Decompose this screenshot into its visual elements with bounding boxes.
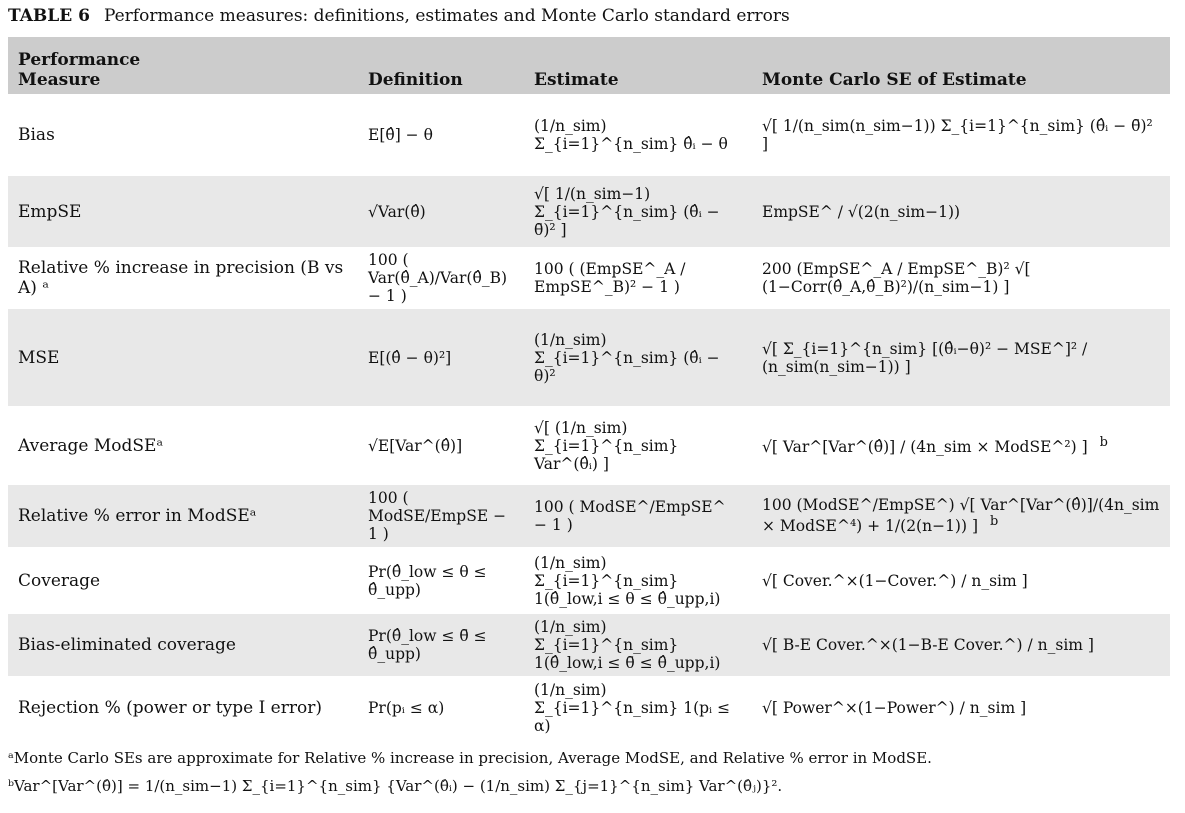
mcse-cell: 200 (EmpSE^_A / EmpSE^_B)² √[ (1−Corr(θ̂…	[752, 247, 1170, 309]
table-row: Relative % increase in precision (B vs A…	[8, 247, 1170, 309]
mcse-cell-text: 100 (ModSE^/EmpSE^) √[ Var^[Var^(θ̂)]/(4…	[762, 496, 1160, 536]
measure-cell: Relative % increase in precision (B vs A…	[8, 247, 358, 309]
estimate-cell: (1/n_sim) Σ_{i=1}^{n_sim} (θ̂ᵢ − θ)²	[524, 309, 752, 406]
measure-cell-text: EmpSE	[18, 201, 82, 222]
estimate-cell-text: 100 ( ModSE^/EmpSE^ − 1 )	[534, 498, 726, 534]
mcse-cell-text: √[ B-E Cover.^×(1−B-E Cover.^) / n_sim ]	[762, 636, 1094, 654]
estimate-cell: 100 ( (EmpSE^_A / EmpSE^_B)² − 1 )	[524, 247, 752, 309]
table-label: TABLE 6	[8, 6, 90, 26]
footnote-a: ᵃMonte Carlo SEs are approximate for Rel…	[8, 749, 932, 767]
mcse-cell: 100 (ModSE^/EmpSE^) √[ Var^[Var^(θ̂)]/(4…	[752, 485, 1170, 547]
estimate-cell-text: (1/n_sim) Σ_{i=1}^{n_sim} (θ̂ᵢ − θ)²	[534, 330, 720, 385]
estimate-cell-text: √[ 1/(n_sim−1) Σ_{i=1}^{n_sim} (θ̂ᵢ − θ̄…	[534, 184, 720, 239]
table-row: Bias E[θ̂] − θ (1/n_sim) Σ_{i=1}^{n_sim} θ…	[8, 94, 1170, 176]
estimate-cell: (1/n_sim) Σ_{i=1}^{n_sim} 1(pᵢ ≤ α)	[524, 676, 752, 739]
mcse-cell-text: √[ Cover.^×(1−Cover.^) / n_sim ]	[762, 571, 1028, 590]
footnote-b: ᵇVar^[Var^(θ̂)] = 1/(n_sim−1) Σ_{i=1}^{n…	[8, 777, 783, 795]
estimate-cell-text: (1/n_sim) Σ_{i=1}^{n_sim} 1(pᵢ ≤ α)	[534, 680, 731, 735]
mcse-cell-text: √[ Σ_{i=1}^{n_sim} [(θ̂ᵢ−θ)² − MSE^]² / …	[762, 339, 1088, 376]
estimate-cell-text: (1/n_sim) Σ_{i=1}^{n_sim} 1(θ̂_low,i ≤ θ…	[534, 618, 721, 672]
definition-cell: Pr(θ̂_low ≤ θ̄ ≤ θ̂_upp)	[358, 614, 524, 676]
performance-measures-table: Performance Measure Definition Estimate …	[8, 37, 1170, 739]
measure-cell: Relative % error in ModSEᵃ	[8, 485, 358, 547]
measure-cell: Rejection % (power or type I error)	[8, 676, 358, 739]
mcse-cell: √[ Var^[Var^(θ̂)] / (4n_sim × ModSE^²) ]…	[752, 406, 1170, 485]
definition-cell: 100 ( ModSE/EmpSE − 1 )	[358, 485, 524, 547]
definition-cell-text: Pr(θ̂_low ≤ θ ≤ θ̂_upp)	[368, 562, 487, 599]
estimate-cell: √[ (1/n_sim) Σ_{i=1}^{n_sim} Var^(θ̂ᵢ) ]	[524, 406, 752, 485]
measure-cell: Bias-eliminated coverage	[8, 614, 358, 676]
measure-cell-text: Bias	[18, 125, 55, 145]
header-row: Performance Measure Definition Estimate …	[8, 37, 1170, 94]
definition-cell: Pr(pᵢ ≤ α)	[358, 676, 524, 739]
measure-cell-text: Rejection % (power or type I error)	[18, 697, 322, 718]
estimate-cell-text: (1/n_sim) Σ_{i=1}^{n_sim} θ̂ᵢ − θ	[534, 117, 728, 153]
definition-cell-text: Pr(pᵢ ≤ α)	[368, 698, 445, 717]
table-row: Relative % error in ModSEᵃ 100 ( ModSE/Em…	[8, 485, 1170, 547]
footnote-marker: b	[990, 514, 999, 530]
definition-cell: Pr(θ̂_low ≤ θ ≤ θ̂_upp)	[358, 547, 524, 614]
definition-cell: √Var(θ̂)	[358, 176, 524, 247]
mcse-cell: √[ Cover.^×(1−Cover.^) / n_sim ]	[752, 547, 1170, 614]
header-measure: Performance Measure	[8, 37, 358, 94]
definition-cell: E[(θ̂ − θ)²]	[358, 309, 524, 406]
estimate-cell: (1/n_sim) Σ_{i=1}^{n_sim} 1(θ̂_low,i ≤ θ…	[524, 614, 752, 676]
measure-cell-text: Bias-eliminated coverage	[18, 635, 236, 655]
table-row: Coverage Pr(θ̂_low ≤ θ ≤ θ̂_upp) (1/n_sim)…	[8, 547, 1170, 614]
definition-cell: √E[Var^(θ̂)]	[358, 406, 524, 485]
measure-cell: Bias	[8, 94, 358, 176]
estimate-cell: (1/n_sim) Σ_{i=1}^{n_sim} 1(θ̂_low,i ≤ θ…	[524, 547, 752, 614]
mcse-cell: √[ 1/(n_sim(n_sim−1)) Σ_{i=1}^{n_sim} (θ…	[752, 94, 1170, 176]
measure-cell-text: Relative % increase in precision (B vs A…	[18, 258, 344, 298]
estimate-cell: √[ 1/(n_sim−1) Σ_{i=1}^{n_sim} (θ̂ᵢ − θ̄…	[524, 176, 752, 247]
measure-cell-text: Coverage	[18, 570, 101, 591]
definition-cell-text: E[(θ̂ − θ)²]	[368, 348, 452, 367]
estimate-cell: 100 ( ModSE^/EmpSE^ − 1 )	[524, 485, 752, 547]
definition-cell: 100 ( Var(θ̂_A)/Var(θ̂_B) − 1 )	[358, 247, 524, 309]
table-title: Performance measures: definitions, estim…	[103, 6, 790, 26]
measure-cell: MSE	[8, 309, 358, 406]
estimate-cell-text: (1/n_sim) Σ_{i=1}^{n_sim} 1(θ̂_low,i ≤ θ…	[534, 553, 721, 608]
measure-cell-text: Average ModSEᵃ	[18, 435, 163, 456]
mcse-cell: √[ Power^×(1−Power^) / n_sim ]	[752, 676, 1170, 739]
mcse-cell: √[ B-E Cover.^×(1−B-E Cover.^) / n_sim ]	[752, 614, 1170, 676]
table-row: MSE E[(θ̂ − θ)²] (1/n_sim) Σ_{i=1}^{n_sim}…	[8, 309, 1170, 406]
header-estimate: Estimate	[524, 37, 752, 94]
measure-cell-text: MSE	[18, 347, 60, 368]
table-row: Rejection % (power or type I error) Pr(pᵢ…	[8, 676, 1170, 739]
estimate-cell-text: 100 ( (EmpSE^_A / EmpSE^_B)² − 1 )	[534, 260, 686, 296]
definition-cell-text: Pr(θ̂_low ≤ θ̄ ≤ θ̂_upp)	[368, 627, 487, 663]
mcse-cell: √[ Σ_{i=1}^{n_sim} [(θ̂ᵢ−θ)² − MSE^]² / …	[752, 309, 1170, 406]
mcse-cell-text: EmpSE^ / √(2(n_sim−1))	[762, 202, 961, 221]
measure-cell: Coverage	[8, 547, 358, 614]
measure-cell: Average ModSEᵃ	[8, 406, 358, 485]
table-row: Average ModSEᵃ √E[Var^(θ̂)] √[ (1/n_sim) Σ…	[8, 406, 1170, 485]
definition-cell-text: √E[Var^(θ̂)]	[368, 436, 463, 455]
mcse-cell: EmpSE^ / √(2(n_sim−1))	[752, 176, 1170, 247]
mcse-cell-text: √[ 1/(n_sim(n_sim−1)) Σ_{i=1}^{n_sim} (θ…	[762, 117, 1153, 153]
mcse-cell-text: √[ Power^×(1−Power^) / n_sim ]	[762, 698, 1027, 717]
table-caption: TABLE 6 Performance measures: definitions…	[8, 6, 1177, 37]
estimate-cell-text: √[ (1/n_sim) Σ_{i=1}^{n_sim} Var^(θ̂ᵢ) ]	[534, 418, 679, 473]
definition-cell: E[θ̂] − θ	[358, 94, 524, 176]
definition-cell-text: √Var(θ̂)	[368, 202, 426, 221]
measure-cell: EmpSE	[8, 176, 358, 247]
mcse-cell-text: √[ Var^[Var^(θ̂)] / (4n_sim × ModSE^²) ]	[762, 438, 1088, 457]
footnote-marker: b	[1099, 434, 1108, 450]
definition-cell-text: 100 ( ModSE/EmpSE − 1 )	[368, 489, 507, 543]
header-mcse: Monte Carlo SE of Estimate	[752, 37, 1170, 94]
header-definition: Definition	[358, 37, 524, 94]
estimate-cell: (1/n_sim) Σ_{i=1}^{n_sim} θ̂ᵢ − θ	[524, 94, 752, 176]
table-row: EmpSE √Var(θ̂) √[ 1/(n_sim−1) Σ_{i=1}^{n_s…	[8, 176, 1170, 247]
mcse-cell-text: 200 (EmpSE^_A / EmpSE^_B)² √[ (1−Corr(θ̂…	[762, 260, 1031, 296]
table-row: Bias-eliminated coverage Pr(θ̂_low ≤ θ̄ ≤…	[8, 614, 1170, 676]
measure-cell-text: Relative % error in ModSEᵃ	[18, 506, 257, 526]
definition-cell-text: 100 ( Var(θ̂_A)/Var(θ̂_B) − 1 )	[368, 251, 508, 305]
definition-cell-text: E[θ̂] − θ	[368, 126, 433, 144]
